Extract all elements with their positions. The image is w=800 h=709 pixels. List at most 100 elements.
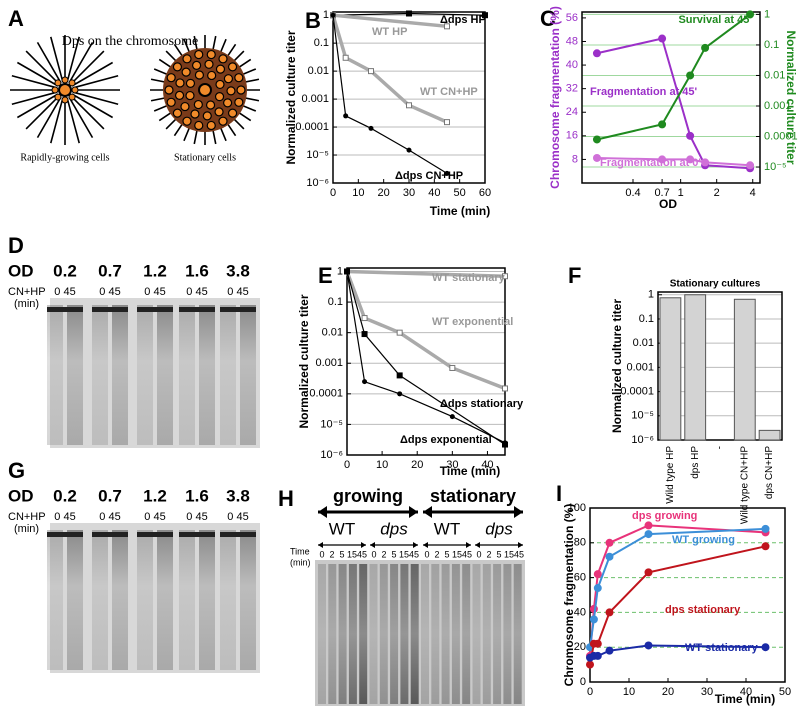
data-point	[406, 102, 412, 109]
strain-label: WT	[434, 519, 460, 538]
series-label: Δdps HP	[440, 14, 486, 26]
x-axis-title: Time (min)	[440, 464, 500, 478]
y-tick-label: 0.1	[328, 296, 343, 308]
gel-lane	[338, 564, 347, 704]
y2-tick-label: 0.0001	[764, 130, 798, 142]
series-label: WT stationary	[432, 272, 506, 284]
y-tick-label: 0.0001	[620, 385, 654, 397]
x-axis-title: Time (min)	[430, 204, 490, 218]
time-value: 2	[381, 549, 386, 559]
time-value: 0	[424, 549, 429, 559]
od-value: 1.2	[143, 261, 167, 280]
dps-dot	[214, 92, 225, 102]
data-point	[658, 34, 667, 43]
data-point	[686, 131, 695, 140]
od-value: 3.8	[226, 486, 250, 505]
series-label: dps growing	[632, 510, 697, 522]
gel-band	[47, 307, 83, 312]
series-label: Fragmentation at 45'	[590, 86, 698, 98]
arrow-head	[318, 542, 366, 548]
dps-dot	[182, 116, 192, 126]
series-line	[332, 13, 448, 29]
dna-spike	[25, 50, 60, 85]
y-tick-label: 40	[574, 606, 586, 618]
dps-dot	[223, 98, 233, 108]
dna-spike	[25, 95, 60, 130]
y-axis-title: Chromosome fragmentation (%)	[562, 504, 576, 687]
y-tick-label: 10⁻⁵	[631, 410, 654, 422]
dna-spike	[66, 97, 81, 144]
dna-spike	[36, 41, 62, 84]
data-point	[644, 568, 653, 577]
gel-lane	[441, 564, 450, 704]
time-value: 2	[329, 549, 334, 559]
data-point	[761, 643, 770, 652]
gel-lane	[240, 305, 256, 445]
y2-tick-label: 0.1	[764, 39, 779, 51]
dps-dot	[166, 97, 176, 107]
x-tick-label: 10	[376, 459, 388, 471]
dps-dot	[185, 90, 195, 101]
x-tick-label: 40	[481, 459, 493, 471]
plot-frame	[657, 291, 783, 441]
panel-letter: C	[540, 6, 556, 31]
dps-dot	[54, 79, 62, 87]
series-label: WT HP	[372, 26, 407, 38]
time-values: 0 45	[99, 511, 120, 523]
y-tick-label: 20	[574, 641, 586, 653]
y-tick-label: 0.0001	[309, 388, 343, 400]
series-label: WT CN+HP	[420, 86, 478, 98]
x-tick-label: 30	[446, 459, 458, 471]
x-tick-label: 0.7	[654, 187, 669, 199]
y-tick-label: 0.001	[626, 361, 654, 373]
strain-label: dps	[485, 519, 513, 538]
data-point	[593, 639, 602, 648]
od-value: 1.2	[143, 486, 167, 505]
gel-band	[137, 307, 173, 312]
data-point	[482, 12, 488, 19]
data-point	[592, 49, 601, 58]
dps-dot	[215, 79, 225, 90]
dps-dot	[207, 70, 217, 81]
y-tick-label: 0.1	[314, 37, 329, 49]
panel-letter: H	[278, 486, 294, 511]
data-point	[605, 646, 614, 655]
gel-lane	[379, 564, 388, 704]
od-value: 1.6	[185, 261, 209, 280]
data-point	[605, 608, 614, 617]
gel-lane	[318, 564, 326, 704]
dps-dot	[215, 64, 226, 74]
y-tick-label: 24	[566, 106, 578, 118]
time-label: Time	[290, 546, 310, 556]
x-tick-label: 0	[587, 686, 593, 698]
panel-letter: A	[8, 6, 24, 31]
gel-lane	[431, 564, 440, 704]
dna-spike	[36, 96, 62, 139]
y-tick-label: 10⁻⁵	[306, 149, 329, 161]
dps-dot	[190, 109, 200, 119]
time-values: 0 45	[144, 286, 165, 298]
dps-dot	[193, 99, 203, 110]
series-label: Δdps exponential	[400, 434, 492, 446]
dps-dot	[214, 107, 224, 117]
gel-band	[179, 532, 215, 537]
diagram-caption: Stationary cells	[174, 152, 236, 163]
data-point	[644, 641, 653, 650]
y-tick-label: 0.001	[315, 357, 343, 369]
dna-spike	[71, 61, 114, 87]
data-point	[444, 119, 450, 126]
plot-frame	[589, 507, 786, 683]
y-tick-label: 0.0001	[295, 121, 329, 133]
data-point	[361, 315, 368, 322]
dps-dot	[205, 100, 216, 110]
gel-lane	[92, 530, 108, 670]
dps-dot	[185, 78, 196, 88]
y-axis-title: Chromosome fragmentation (%)	[548, 6, 562, 189]
od-value: 3.8	[226, 261, 250, 280]
x-tick-label: 40	[740, 686, 752, 698]
dps-dot	[68, 93, 76, 101]
nucleoid-core	[58, 83, 72, 97]
y-tick-label: 0.1	[639, 313, 654, 325]
od-value: 1.6	[185, 486, 209, 505]
